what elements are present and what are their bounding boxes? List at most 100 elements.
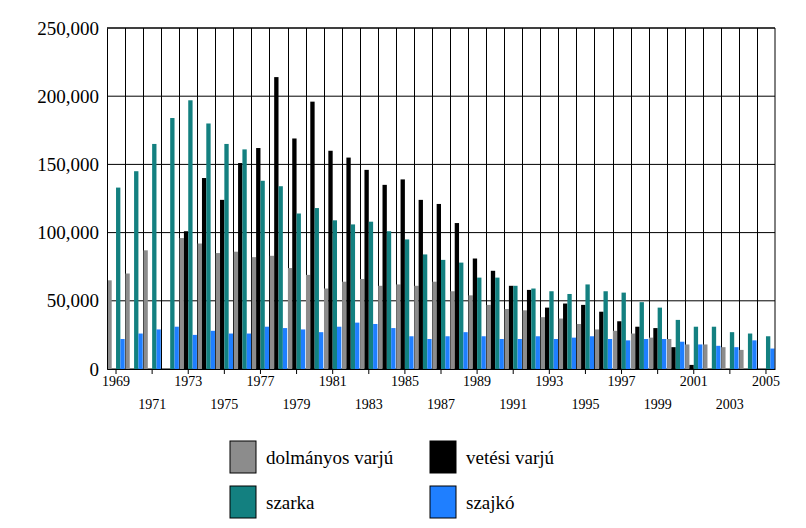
grid-line-x [703, 28, 704, 369]
grid-line-x [667, 28, 668, 369]
bar [468, 295, 472, 369]
grid-line-x [161, 28, 162, 369]
bar [256, 148, 260, 369]
x-tick-label: 2003 [716, 397, 744, 412]
x-tick-mark [585, 369, 586, 374]
bar [653, 328, 657, 369]
bar [152, 144, 156, 369]
bar [491, 271, 495, 369]
bar [559, 319, 563, 369]
bar [635, 327, 639, 369]
bar [473, 259, 477, 369]
grid-line-y [107, 96, 775, 97]
bar [324, 289, 328, 369]
x-tick: 1989 [463, 369, 491, 389]
bar [216, 253, 220, 369]
x-tick-label: 1975 [210, 397, 238, 412]
bar [414, 286, 418, 369]
x-tick-label: 1997 [608, 374, 636, 389]
x-tick: 1993 [535, 369, 563, 389]
x-tick: 1991 [499, 369, 527, 412]
x-tick: 1977 [246, 369, 274, 389]
y-tick-label: 100,000 [37, 222, 99, 243]
bar [689, 365, 693, 369]
bar [554, 339, 558, 369]
bar [175, 327, 179, 369]
bar [676, 320, 680, 369]
bar [712, 327, 716, 369]
bar [193, 335, 197, 369]
x-tick-label: 1981 [319, 374, 347, 389]
grid-line-x [685, 28, 686, 369]
bar [748, 334, 752, 369]
bar [333, 220, 337, 369]
bar [536, 336, 540, 369]
x-tick-mark [657, 369, 658, 374]
bar [279, 186, 283, 369]
grid-line-y [107, 28, 775, 29]
bar [143, 250, 147, 369]
bar [613, 331, 617, 369]
bar [120, 339, 124, 369]
bar [391, 328, 395, 369]
bar [242, 149, 246, 369]
x-tick-label: 2001 [680, 374, 708, 389]
x-tick-label: 1989 [463, 374, 491, 389]
x-tick: 1971 [138, 369, 166, 412]
bar [595, 329, 599, 369]
bar [495, 278, 499, 369]
x-tick: 1995 [571, 369, 599, 412]
grid-line-x [613, 28, 614, 369]
x-tick-label: 1969 [102, 374, 130, 389]
x-tick: 1975 [210, 369, 238, 412]
bar [387, 231, 391, 369]
bar [694, 327, 698, 369]
bar [658, 308, 662, 369]
x-tick-label: 1991 [499, 397, 527, 412]
bar [608, 339, 612, 369]
legend-label: szajkó [466, 492, 515, 513]
bar [545, 308, 549, 369]
frame [107, 28, 775, 29]
bar [667, 339, 671, 369]
y-tick: 100,000 [37, 222, 107, 243]
bar [549, 291, 553, 369]
legend-swatch [430, 486, 456, 518]
bar [640, 302, 644, 369]
grid-line-x [576, 28, 577, 369]
bar [685, 344, 689, 369]
legend-label: dolmányos varjú [266, 447, 394, 468]
bar [116, 188, 120, 369]
bar [265, 327, 269, 369]
bar [247, 334, 251, 369]
bar [315, 208, 319, 369]
bar [563, 304, 567, 369]
bar [513, 286, 517, 369]
bar [383, 185, 387, 369]
bar [603, 291, 607, 369]
bar [572, 338, 576, 369]
bar [671, 347, 675, 369]
legend: dolmányos varjúvetési varjúszarkaszajkó [230, 441, 555, 518]
x-tick-mark [224, 369, 225, 374]
bar [288, 268, 292, 369]
y-tick-label: 0 [90, 359, 100, 380]
x-tick: 1983 [355, 369, 383, 412]
bar [270, 256, 274, 369]
x-tick-label: 1985 [391, 374, 419, 389]
bar [631, 334, 635, 369]
bar [220, 200, 224, 369]
y-tick: 150,000 [37, 154, 107, 175]
bar [184, 231, 188, 369]
bar [599, 312, 603, 369]
bar [649, 338, 653, 369]
grid [107, 28, 775, 369]
x-tick: 1985 [391, 369, 419, 389]
x-tick: 1981 [319, 369, 347, 389]
bar [445, 336, 449, 369]
bar [346, 158, 350, 369]
bar [229, 334, 233, 369]
bar [622, 293, 626, 369]
bar [523, 310, 527, 369]
bar [766, 336, 770, 369]
